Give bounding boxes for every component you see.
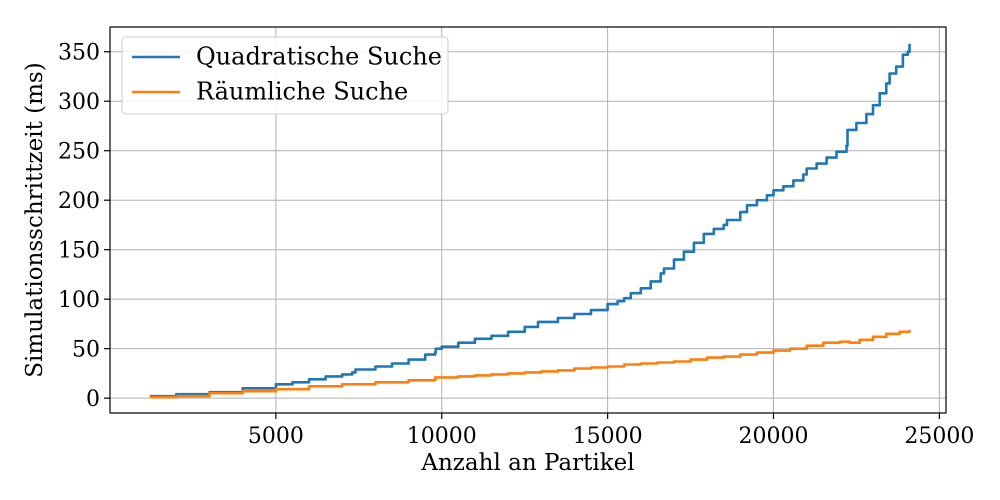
series-layer (149, 43, 911, 399)
y-tick-label: 0 (86, 387, 100, 412)
x-tick-label: 20000 (738, 424, 808, 449)
legend-box (121, 36, 449, 115)
legend-label-raeumliche-suche: Räumliche Suche (196, 78, 408, 106)
y-tick-label: 50 (72, 338, 100, 363)
x-tick-label: 10000 (407, 424, 477, 449)
x-tick-label: 25000 (904, 424, 974, 449)
y-tick-label: 200 (58, 189, 100, 214)
plot-frame (109, 26, 947, 414)
y-axis-label: Simulationsschrittzeit (ms) (22, 62, 48, 377)
legend: Quadratische Suche Räumliche Suche (121, 36, 449, 115)
x-axis-label: Anzahl an Partikel (420, 450, 634, 476)
y-tick-label: 150 (58, 239, 100, 264)
series-line-raeumliche-suche (149, 329, 911, 399)
legend-label-quadratische-suche: Quadratische Suche (196, 43, 442, 71)
x-tick-label: 15000 (573, 424, 643, 449)
y-tick-label: 350 (58, 41, 100, 66)
y-tick-label: 250 (58, 140, 100, 165)
y-tick-label: 300 (58, 90, 100, 115)
y-tick-label: 100 (58, 288, 100, 313)
axis-ticks: 5000 10000 15000 20000 25000 0 50 100 150 200 250 3… (58, 41, 974, 449)
x-tick-label: 5000 (248, 424, 304, 449)
series-line-quadratische-suche (149, 43, 911, 398)
